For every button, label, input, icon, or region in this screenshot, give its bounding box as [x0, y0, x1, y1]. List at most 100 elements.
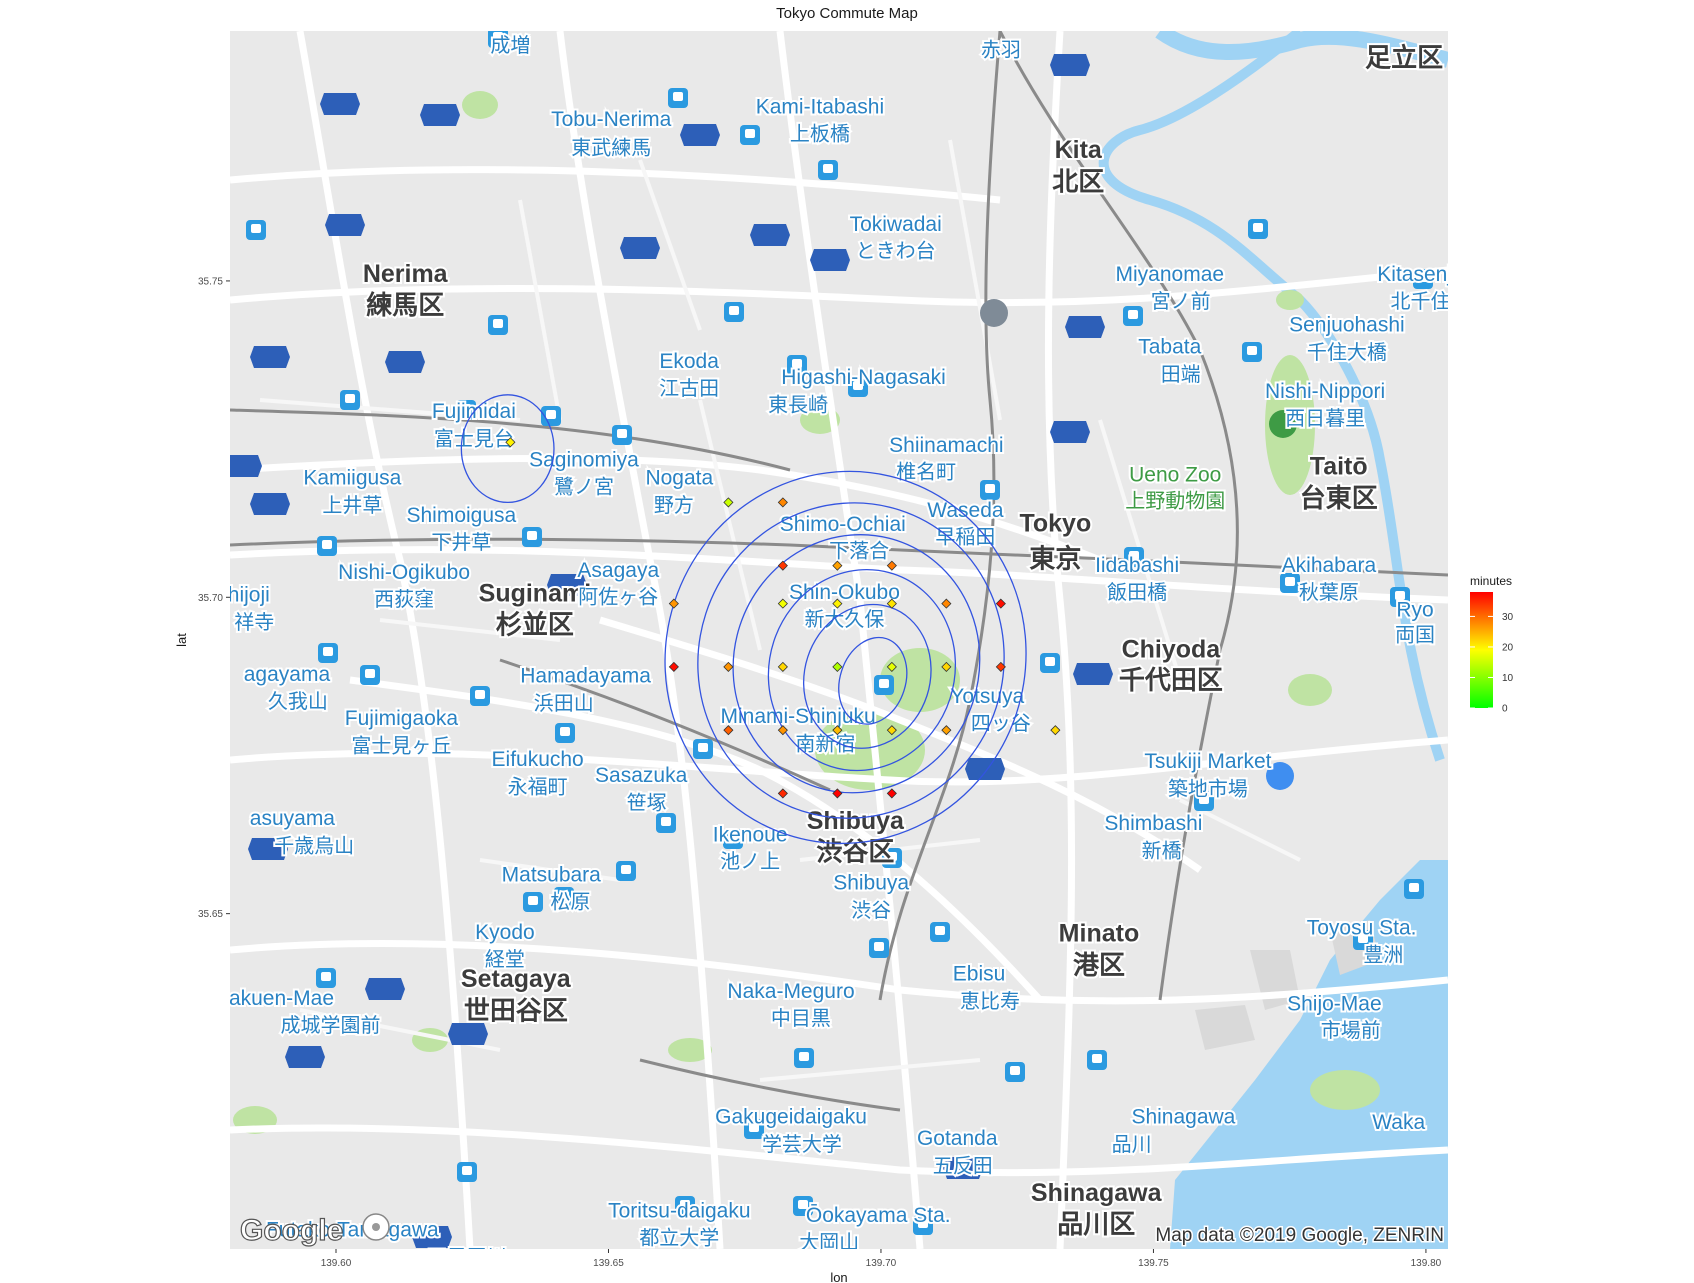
rail-line [639, 1058, 901, 1112]
x-tick-label: 139.70 [866, 1258, 897, 1269]
place-label: Miyanomae [1116, 263, 1225, 286]
commute-point [941, 725, 952, 736]
commute-point [1050, 725, 1061, 736]
place-label: Kami-Itabashi [756, 95, 884, 118]
place-label: 早稲田 [935, 525, 995, 549]
road [598, 616, 1203, 873]
zoo-pin-icon [1269, 410, 1297, 438]
arakawa-river [1155, 31, 1448, 68]
highway-shield-icon [1065, 316, 1105, 338]
place-label: 大岡山 [799, 1230, 859, 1254]
rail-line [230, 408, 791, 472]
highway-shield-icon [448, 1023, 488, 1045]
legend-tick-label: 10 [1502, 673, 1514, 684]
place-label: 四ッ谷 [971, 711, 1031, 735]
ward-label: Shinagawa [1031, 1179, 1163, 1207]
place-label: Yotsuya [950, 685, 1024, 708]
commute-point [995, 661, 1006, 672]
park-area [815, 710, 925, 790]
road [556, 31, 724, 1249]
train-glyph [661, 817, 671, 826]
place-label: Ebisu [953, 963, 1006, 986]
place-label: 西日暮里 [1285, 406, 1365, 430]
rail-line [230, 537, 1448, 577]
place-label: 成増 [490, 33, 530, 57]
place-label: 上板橋 [790, 121, 850, 145]
place-label: 学芸大学 [762, 1132, 842, 1156]
place-label: Shimo-Ochiai [780, 513, 906, 536]
commute-point [832, 788, 843, 799]
ward-label: Shibuya [807, 807, 905, 835]
place-label: Futako-Tamagawa [266, 1218, 439, 1241]
train-glyph [918, 1219, 928, 1228]
place-label: 豊洲 [1363, 943, 1403, 967]
ward-label: 千代田区 [1119, 666, 1223, 696]
road [230, 546, 1448, 604]
place-label: 五反田 [933, 1153, 993, 1177]
commute-point [886, 560, 897, 571]
train-glyph [823, 164, 833, 173]
place-label: Eifukucho [492, 748, 584, 771]
minor-road [698, 399, 762, 651]
train-glyph [1128, 310, 1138, 319]
place-label: Toritsu-daigaku [608, 1199, 750, 1222]
road [296, 31, 474, 1249]
commute-point [832, 725, 843, 736]
density-contours [460, 394, 1027, 845]
rail-line [998, 31, 1239, 1001]
commute-point [886, 598, 897, 609]
place-label: Minami-Shinjuku [721, 705, 876, 728]
highway-shield-icon [943, 1157, 983, 1179]
place-label: 新大久保 [804, 607, 884, 631]
commute-point [723, 661, 734, 672]
density-contour [460, 394, 555, 504]
commute-point [723, 497, 734, 508]
train-glyph [323, 647, 333, 656]
place-label: 恵比寿 [960, 989, 1020, 1013]
place-label: 新橋 [1142, 838, 1182, 862]
place-label: 西荻窪 [374, 587, 434, 611]
ward-label: Taitō [1310, 453, 1368, 481]
commute-point [941, 598, 952, 609]
chart-title: Tokyo Commute Map [776, 5, 918, 22]
train-glyph [322, 540, 332, 549]
train-glyph [493, 32, 503, 41]
highway-shield-icon [250, 346, 290, 368]
place-label: 東長崎 [768, 392, 828, 416]
road [230, 940, 1448, 1005]
road [230, 166, 1001, 204]
place-label: Matsubara [502, 863, 602, 886]
highway-shield-icon [620, 237, 660, 259]
train-glyph [493, 319, 503, 328]
x-axis: 139.60 139.65 139.70 139.75 139.80 [321, 1249, 1442, 1269]
place-label: Nogata [645, 467, 713, 490]
x-axis-title: lon [830, 1270, 847, 1283]
park-area [668, 1038, 712, 1062]
density-contour [802, 603, 932, 749]
place-label: Kyodo [475, 921, 535, 944]
place-label: 中目黒 [771, 1006, 831, 1030]
commute-point [777, 725, 788, 736]
place-label: ときわ台 [856, 239, 936, 263]
place-label: 下井草 [431, 530, 491, 554]
road [230, 1124, 1448, 1177]
place-label: 田端 [1161, 362, 1201, 386]
minor-road [759, 1058, 981, 1082]
highway-shield-icon [547, 574, 587, 596]
commute-point [668, 598, 679, 609]
ward-label: 北区 [1052, 167, 1104, 197]
x-tick-label: 139.80 [1411, 1258, 1442, 1269]
place-label: asuyama [250, 807, 336, 830]
ward-label: 足立区 [1365, 42, 1443, 73]
place-label: akuen-Mae [229, 987, 334, 1010]
park-area [1288, 674, 1332, 706]
road [1044, 31, 1076, 1249]
place-label: hijoji [228, 584, 270, 607]
density-contour [838, 636, 908, 725]
ward-label: 港区 [1073, 951, 1125, 981]
train-glyph [935, 926, 945, 935]
place-label: Akihabara [1282, 554, 1377, 577]
train-glyph [792, 359, 802, 368]
